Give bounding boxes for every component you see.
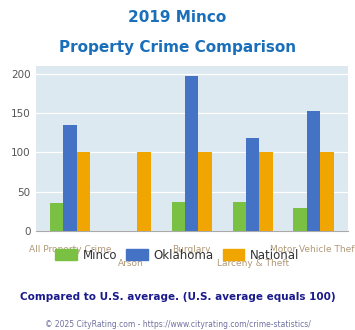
Bar: [63, 125, 77, 231]
Text: All Property Crime: All Property Crime: [28, 245, 111, 254]
Bar: [307, 111, 320, 231]
Bar: [185, 76, 198, 231]
Bar: [50, 203, 63, 231]
Bar: [137, 152, 151, 231]
Text: Larceny & Theft: Larceny & Theft: [217, 259, 289, 268]
Bar: [198, 152, 212, 231]
Text: Compared to U.S. average. (U.S. average equals 100): Compared to U.S. average. (U.S. average …: [20, 292, 335, 302]
Bar: [233, 202, 246, 231]
Bar: [171, 202, 185, 231]
Text: © 2025 CityRating.com - https://www.cityrating.com/crime-statistics/: © 2025 CityRating.com - https://www.city…: [45, 320, 310, 329]
Text: Property Crime Comparison: Property Crime Comparison: [59, 40, 296, 54]
Text: 2019 Minco: 2019 Minco: [129, 10, 226, 25]
Legend: Minco, Oklahoma, National: Minco, Oklahoma, National: [51, 244, 304, 266]
Text: Burglary: Burglary: [173, 245, 211, 254]
Bar: [320, 152, 334, 231]
Bar: [260, 152, 273, 231]
Text: Arson: Arson: [118, 259, 144, 268]
Bar: [294, 208, 307, 231]
Text: Motor Vehicle Theft: Motor Vehicle Theft: [269, 245, 355, 254]
Bar: [246, 138, 260, 231]
Bar: [77, 152, 90, 231]
